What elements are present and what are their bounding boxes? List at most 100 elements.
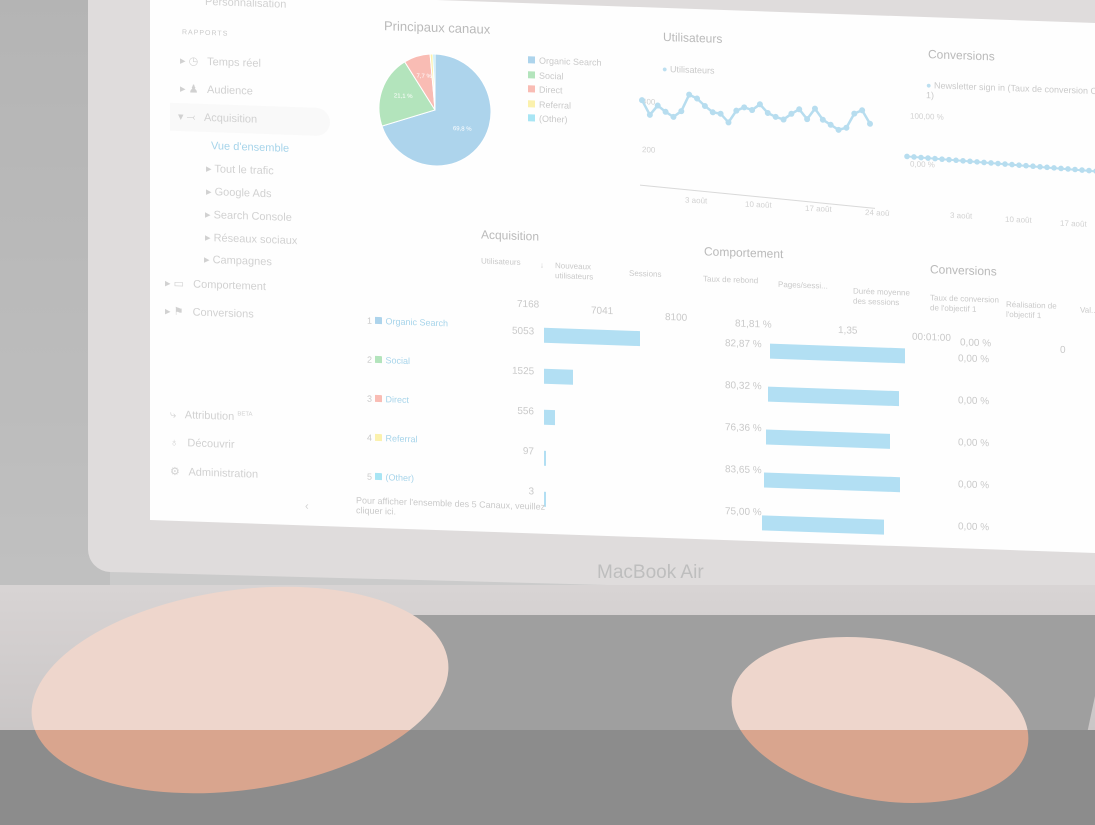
users-point[interactable]: [819, 116, 826, 123]
table-row: 4 Referral: [367, 432, 418, 445]
total-value: 0: [1060, 344, 1066, 356]
sidebar-subitem-google-ads[interactable]: ▸ Google Ads: [206, 185, 272, 201]
sidebar-section-label: RAPPORTS: [182, 29, 229, 38]
pie-legend: Organic Search Social Direct Referral (Other…: [528, 53, 602, 128]
users-chart-title: Utilisateurs: [663, 29, 723, 46]
users-point[interactable]: [717, 110, 724, 117]
label: Attribution: [184, 409, 235, 423]
users-value: 3: [528, 486, 534, 498]
channel-link[interactable]: Direct: [385, 394, 410, 406]
channel-link[interactable]: (Other): [385, 472, 415, 484]
show-all-link[interactable]: Pour afficher l'ensemble des 5 Canaux, v…: [356, 495, 546, 517]
column-header: Taux de rebond: [703, 274, 759, 286]
total-value: 7168: [517, 298, 540, 311]
pie-title: Principaux canaux: [384, 18, 491, 37]
label: Campagnes: [212, 254, 272, 269]
sort-icon: ↓: [540, 260, 544, 270]
total-value: 7041: [591, 305, 614, 318]
bounce-value: 82,87 %: [725, 338, 762, 351]
label: Tout le trafic: [214, 163, 274, 178]
brand-label: MacBook Air: [597, 562, 704, 583]
bounce-value: 75,00 %: [725, 506, 762, 519]
users-point[interactable]: [764, 109, 771, 116]
x-tick: 3 août: [950, 211, 973, 221]
users-point[interactable]: [694, 95, 701, 102]
collapse-sidebar-button[interactable]: ‹: [305, 500, 309, 513]
users-point[interactable]: [867, 120, 873, 127]
table-row: 2 Social: [367, 354, 411, 367]
bounce-value: 80,32 %: [725, 380, 762, 393]
sidebar-item-conversions[interactable]: ▸ ⚑ Conversions: [165, 305, 254, 321]
conversion-value: 0,00 %: [958, 521, 990, 534]
users-point[interactable]: [772, 113, 779, 120]
laptop-screen: Personnalisation RAPPORTS ▸ ◷ Temps réel…: [150, 0, 1095, 554]
pie-slice-label: 69,8 %: [453, 126, 472, 133]
users-point[interactable]: [662, 108, 669, 115]
sidebar-subitem-reseaux-sociaux[interactable]: ▸ Réseaux sociaux: [205, 231, 298, 248]
users-value: 1525: [512, 365, 535, 378]
bounce-bar: [770, 343, 905, 364]
total-value: 8100: [665, 311, 688, 324]
users-point[interactable]: [709, 109, 716, 116]
bounce-value: 76,36 %: [725, 422, 762, 435]
users-point[interactable]: [827, 121, 834, 128]
sidebar-item-attribution[interactable]: ⤷ Attribution BETA: [170, 408, 253, 423]
channel-link[interactable]: Organic Search: [385, 316, 449, 329]
sidebar-item-temps-reel[interactable]: ▸ ◷ Temps réel: [180, 55, 261, 70]
label: Search Console: [213, 209, 292, 224]
sidebar-item-administration[interactable]: ⚙ Administration: [170, 465, 259, 481]
users-bar: [544, 450, 546, 466]
x-tick: 10 août: [1005, 215, 1032, 225]
column-header: Pages/sessi...: [778, 279, 828, 291]
sidebar-item-audience[interactable]: ▸ ♟ Audience: [180, 83, 253, 98]
users-legend: ● Utilisateurs: [662, 63, 715, 76]
conv-chart-title: Conversions: [928, 47, 995, 64]
bounce-bar: [762, 515, 884, 535]
column-header: Sessions: [629, 268, 662, 279]
y-tick: 0,00 %: [910, 160, 935, 170]
column-header: Durée moyenne des sessions: [853, 286, 910, 308]
sidebar-item-acquisition[interactable]: ▾ ⤙ Acquisition: [170, 102, 330, 137]
conversions-table-title: Conversions: [930, 262, 997, 279]
column-header: Taux de conversion de l'objectif 1: [930, 293, 999, 314]
pie-slice-label: 7,7 %: [416, 74, 432, 81]
pie-slice-label: 21,1 %: [394, 93, 413, 100]
sidebar-subitem-campagnes[interactable]: ▸ Campagnes: [204, 253, 272, 269]
table-row: 1 Organic Search: [367, 315, 449, 329]
x-tick: 3 août: [685, 196, 708, 206]
sidebar-item-comportement[interactable]: ▸ ▭ Comportement: [165, 277, 266, 294]
conversion-value: 0,00 %: [958, 353, 990, 366]
column-header: Val...: [1080, 305, 1095, 316]
conversion-value: 0,00 %: [958, 395, 990, 408]
sidebar-item-decouvrir[interactable]: ♁ Découvrir: [170, 436, 235, 451]
total-value: 00:01:00: [912, 331, 951, 344]
sidebar-subitem-search-console[interactable]: ▸ Search Console: [205, 208, 292, 224]
label: Newsletter sign in (Taux de conversion O…: [926, 80, 1095, 101]
users-point[interactable]: [835, 126, 842, 133]
channel-link[interactable]: Social: [385, 355, 411, 367]
bounce-bar: [768, 386, 899, 407]
bounce-bar: [764, 472, 900, 493]
label: Découvrir: [187, 437, 235, 451]
label: Réseaux sociaux: [213, 232, 298, 248]
total-value: 1,35: [838, 325, 858, 337]
total-value: 81,81 %: [735, 318, 772, 331]
bounce-bar: [766, 429, 891, 449]
users-value: 97: [522, 446, 534, 458]
label: Comportement: [193, 278, 266, 294]
label: Utilisateurs: [669, 64, 715, 76]
y-tick: 200: [642, 145, 656, 154]
conversion-value: 0,00 %: [958, 479, 990, 492]
users-line: [640, 92, 872, 132]
sidebar-subitem-vue-ensemble[interactable]: Vue d'ensemble: [211, 140, 290, 155]
table-row: 5 (Other): [367, 471, 415, 484]
column-header: Nouveaux utilisateurs: [555, 261, 594, 282]
bounce-value: 83,65 %: [725, 464, 762, 477]
channel-link[interactable]: Referral: [385, 433, 418, 445]
sidebar-subitem-tout-le-trafic[interactable]: ▸ Tout le trafic: [206, 162, 274, 178]
column-header: Réalisation de l'objectif 1: [1006, 299, 1057, 321]
users-point[interactable]: [701, 102, 708, 109]
comportement-title: Comportement: [704, 244, 784, 262]
sidebar-item-personnalisation[interactable]: Personnalisation: [205, 0, 287, 11]
